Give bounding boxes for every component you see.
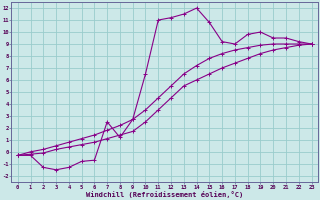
X-axis label: Windchill (Refroidissement éolien,°C): Windchill (Refroidissement éolien,°C) (86, 191, 243, 198)
